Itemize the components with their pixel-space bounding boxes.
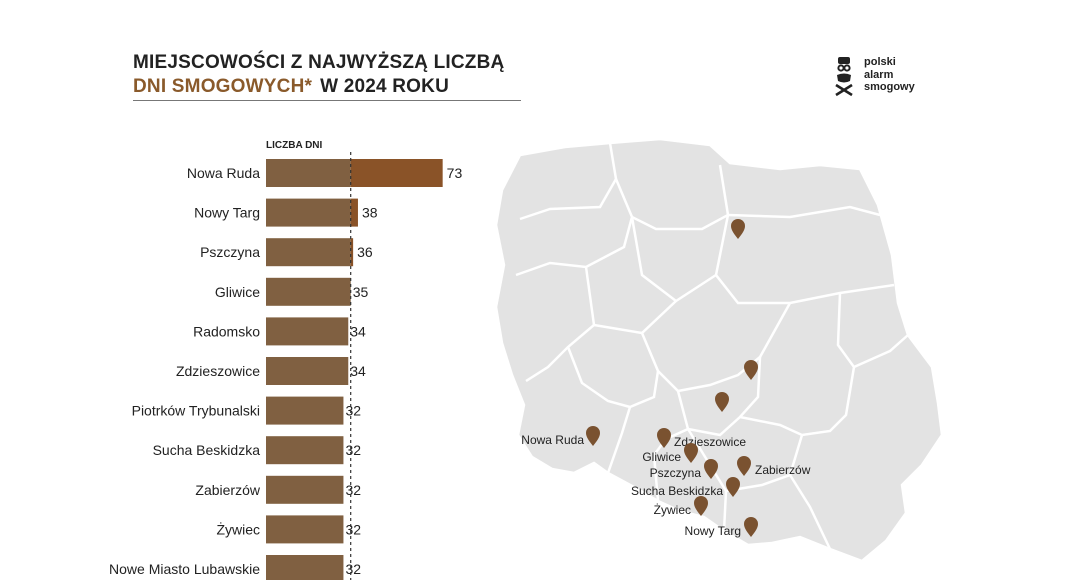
logo-line: polski <box>864 56 896 68</box>
marker-layer: Nowe MiastoLubawskiePiotrków Trybunalski… <box>521 219 811 538</box>
map-label: Pszczyna <box>650 466 702 480</box>
map-label: Sucha Beskidzka <box>631 484 723 498</box>
category-label: Radomsko <box>193 323 260 339</box>
chart-title-line2: DNI SMOGOWYCH* W 2024 ROKU <box>133 76 449 98</box>
map-label-line: Zabierzów <box>755 463 811 477</box>
bar <box>266 555 344 580</box>
value-label: 32 <box>345 521 361 537</box>
logo-text: polski alarm smogowy <box>864 56 915 94</box>
value-label: 38 <box>362 205 378 221</box>
map-pin-icon <box>744 517 758 537</box>
category-label: Zdzieszowice <box>176 363 260 379</box>
category-label: Zabierzów <box>195 482 260 498</box>
category-label: Nowe Miasto Lubawskie <box>109 561 260 577</box>
map-label-line: Nowa Ruda <box>521 433 584 447</box>
map-label: Nowa Ruda <box>521 433 584 447</box>
map-label: Zabierzów <box>755 463 811 477</box>
map-label-line: Żywiec <box>654 503 691 517</box>
map-label: Żywiec <box>654 503 691 517</box>
bar-excess <box>350 159 443 187</box>
map-label-line: Gliwice <box>642 450 681 464</box>
bar <box>266 238 351 267</box>
map-pin-icon <box>737 456 751 476</box>
map-pin-icon <box>694 496 708 516</box>
value-label: 32 <box>345 403 361 419</box>
map-pin-icon <box>704 459 718 479</box>
value-label: 32 <box>345 442 361 458</box>
map-label-line: Sucha Beskidzka <box>631 484 723 498</box>
bar-chart: LICZBA DNI Nowa Ruda 73 Nowy Targ 38 Pszczyna… <box>109 140 463 580</box>
column-header: LICZBA DNI <box>266 140 323 151</box>
value-label: 32 <box>345 482 361 498</box>
bar-excess <box>350 238 354 267</box>
chart-title-line1: MIEJSCOWOŚCI Z NAJWYŻSZĄ LICZBĄ <box>133 52 505 73</box>
category-label: Gliwice <box>215 284 260 300</box>
map-pin-icon <box>684 443 698 463</box>
category-label: Żywiec <box>216 520 260 537</box>
logo-line: alarm <box>864 68 894 81</box>
map-label-line: Pszczyna <box>650 466 702 480</box>
value-label: 34 <box>350 323 366 339</box>
value-label: 36 <box>357 244 373 260</box>
bar <box>266 436 344 465</box>
category-label: Pszczyna <box>200 244 260 260</box>
map-label: Nowy Targ <box>685 524 741 538</box>
map-pin-icon <box>744 360 758 380</box>
bar <box>266 277 351 306</box>
bar <box>266 159 351 187</box>
category-label: Nowa Ruda <box>187 165 260 181</box>
voivodeship-borders <box>515 142 909 550</box>
map-pin-icon <box>731 219 745 239</box>
poland-map: Nowe MiastoLubawskiePiotrków Trybunalski… <box>494 137 944 563</box>
chart-title-accent: DNI SMOGOWYCH* <box>133 76 313 97</box>
logo-line: smogowy <box>864 81 915 93</box>
value-label: 35 <box>353 284 369 300</box>
map-pin-icon <box>726 477 740 497</box>
bar-excess <box>350 198 358 227</box>
category-label: Sucha Beskidzka <box>153 442 261 458</box>
bar <box>266 198 351 227</box>
map-pin-icon <box>715 392 729 412</box>
bar <box>266 317 349 346</box>
title-divider <box>133 100 521 101</box>
value-label: 32 <box>345 561 361 577</box>
map-pin-icon <box>586 426 600 446</box>
bar <box>266 475 344 504</box>
poland-outline <box>494 137 944 563</box>
map-label-line: Nowy Targ <box>685 524 741 538</box>
bar <box>266 396 344 425</box>
category-label: Piotrków Trybunalski <box>132 403 260 419</box>
bar <box>266 357 349 385</box>
bar <box>266 515 344 544</box>
face-mask-icon <box>835 57 853 97</box>
value-label: 34 <box>350 363 366 379</box>
chart-title-rest: W 2024 ROKU <box>320 76 449 97</box>
value-label: 73 <box>447 165 463 181</box>
map-pin-icon <box>657 428 671 448</box>
category-label: Nowy Targ <box>194 205 260 221</box>
map-label: Gliwice <box>642 450 681 464</box>
